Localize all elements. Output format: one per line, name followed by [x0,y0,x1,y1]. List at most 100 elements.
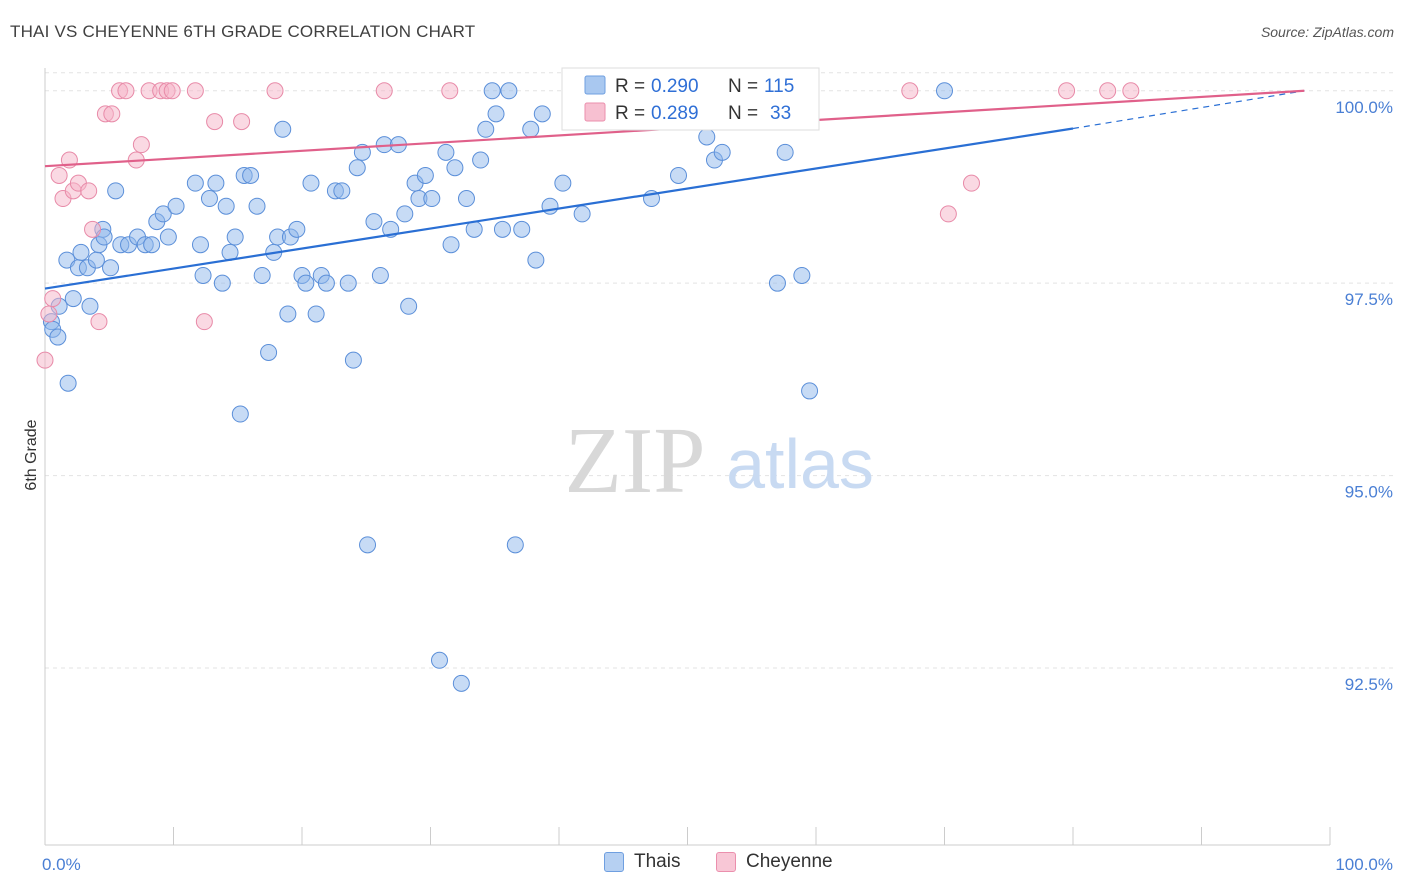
x-tick-label-1: 100.0% [1335,855,1393,874]
legend-swatch-cheyenne [584,102,606,122]
thais-trend-line [44,127,1074,290]
legend-n-label-thais: N = [728,76,758,97]
thais-point-35 [231,405,249,423]
thais-point-92 [573,205,591,223]
thais-point-10 [81,297,99,315]
thais-point-110 [776,143,794,161]
thais-point-82 [493,220,511,238]
thais-point-66 [400,297,418,315]
thais-point-75 [452,674,470,692]
legend-item-thais[interactable]: Thais [604,851,680,873]
watermark-zip: ZIP [565,409,706,513]
thais-point-109 [768,274,786,292]
thais-point-81 [487,105,505,123]
thais-point-76 [457,190,475,208]
thais-point-46 [288,220,306,238]
thais-point-43 [274,120,292,138]
cheyenne-point-3 [50,166,68,184]
thais-point-26 [186,174,204,192]
thais-point-37 [242,166,260,184]
tick-labels: 100.0% 97.5% 95.0% 92.5% 0.0% 100.0% [42,98,1393,874]
legend-label-cheyenne: Cheyenne [746,851,833,872]
thais-point-103 [698,128,716,146]
thais-point-8 [72,243,90,261]
thais-point-21 [143,236,161,254]
thais-point-55 [339,274,357,292]
thais-point-23 [154,205,172,223]
watermark: ZIP atlas [565,409,874,513]
thais-point-48 [297,274,315,292]
thais-point-49 [302,174,320,192]
cheyenne-point-29 [939,205,957,223]
y-tick-label-1: 97.5% [1345,290,1393,309]
thais-point-39 [253,266,271,284]
axes [44,68,1331,846]
cheyenne-point-21 [186,82,204,100]
thais-point-88 [533,105,551,123]
thais-point-29 [200,190,218,208]
legend-marker-cheyenne [716,852,736,872]
thais-point-40 [260,343,278,361]
cheyenne-point-31 [1058,82,1076,100]
cheyenne-point-1 [40,305,58,323]
legend-swatch-thais [584,75,606,95]
thais-point-74 [446,159,464,177]
cheyenne-point-26 [375,82,393,100]
legend-r-value-thais: 0.290 [651,76,699,97]
series-legend: Thais Cheyenne [0,851,1406,877]
thais-point-85 [513,220,531,238]
thais-point-27 [191,236,209,254]
thais-point-72 [437,143,455,161]
thais-point-52 [317,274,335,292]
thais-point-105 [713,143,731,161]
cheyenne-point-30 [962,174,980,192]
legend-n-value-thais: 115 [764,76,794,97]
x-tick-label-0: 0.0% [42,855,81,874]
cheyenne-point-24 [233,113,251,131]
thais-point-60 [365,213,383,231]
y-tick-label-3: 92.5% [1345,675,1393,694]
cheyenne-point-0 [36,351,54,369]
cheyenne-point-8 [80,182,98,200]
thais-point-44 [279,305,297,323]
thais-point-86 [522,120,540,138]
cheyenne-point-2 [44,290,62,308]
chart-title: THAI VS CHEYENNE 6TH GRADE CORRELATION C… [10,22,476,41]
legend-marker-thais [604,852,624,872]
y-tick-label-0: 100.0% [1335,98,1393,117]
thais-point-15 [102,259,120,277]
cheyenne-point-27 [441,82,459,100]
cheyenne-point-33 [1122,82,1140,100]
thais-point-54 [333,182,351,200]
chart-source: Source: ZipAtlas.com [1260,24,1394,40]
thais-point-56 [344,351,362,369]
legend-label-thais: Thais [634,851,681,872]
cheyenne-point-28 [901,82,919,100]
cheyenne-point-23 [206,113,224,131]
thais-point-112 [801,382,819,400]
thais-point-25 [167,197,185,215]
thais-point-113 [936,82,953,100]
data-points [36,82,1140,692]
thais-point-28 [194,266,212,284]
thais-point-87 [527,251,545,269]
thais-point-6 [64,290,82,308]
thais-point-34 [226,228,244,246]
cheyenne-point-16 [132,136,150,154]
thais-point-84 [506,536,524,554]
thais-point-2 [49,328,67,346]
legend-item-cheyenne[interactable]: Cheyenne [716,851,833,873]
cheyenne-point-10 [90,313,108,331]
cheyenne-point-32 [1099,82,1117,100]
thais-point-69 [416,166,434,184]
y-axis-label: 6th Grade [23,419,40,490]
thais-point-61 [371,266,389,284]
cheyenne-point-12 [103,105,121,123]
thais-point-65 [396,205,414,223]
thais-point-32 [217,197,235,215]
thais-point-11 [87,251,105,269]
thais-point-111 [793,266,811,284]
thais-point-38 [248,197,266,215]
cheyenne-point-22 [195,313,213,331]
